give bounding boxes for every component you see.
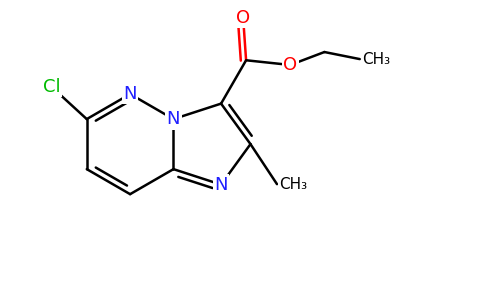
Text: N: N xyxy=(123,85,137,103)
Text: CH₃: CH₃ xyxy=(362,52,390,67)
Text: N: N xyxy=(166,110,180,128)
Text: Cl: Cl xyxy=(43,78,60,96)
Text: CH₃: CH₃ xyxy=(279,177,307,192)
Text: O: O xyxy=(283,56,297,74)
Text: O: O xyxy=(236,9,250,27)
Text: N: N xyxy=(214,176,228,194)
